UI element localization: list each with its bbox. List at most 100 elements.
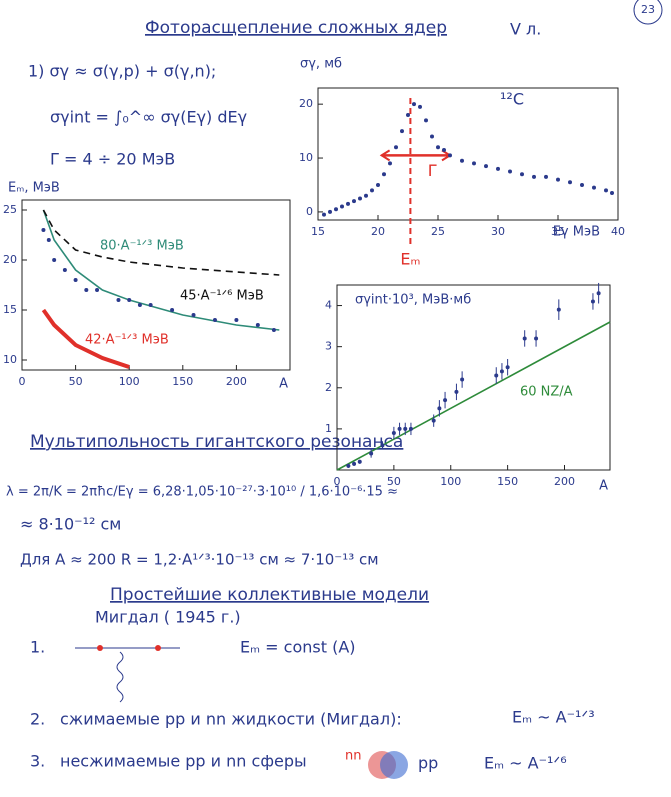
data-point — [484, 164, 488, 169]
page-number: 23 — [641, 3, 655, 16]
data-point — [580, 182, 584, 187]
data-point — [604, 188, 608, 193]
data-point — [391, 431, 396, 435]
page-circle — [633, 0, 663, 25]
data-point — [376, 182, 380, 187]
data-point — [127, 298, 132, 302]
data-point — [522, 336, 527, 341]
data-point — [137, 303, 142, 307]
data-point — [397, 426, 402, 431]
data-point — [403, 426, 408, 431]
curve-label: 45·A⁻¹ᐟ⁶ МэВ — [180, 289, 264, 304]
data-point — [412, 102, 416, 107]
formula: Eₘ ~ A⁻¹ᐟ³ — [512, 708, 595, 727]
x-tick-label: 30 — [491, 225, 505, 238]
data-point — [568, 180, 572, 185]
data-point — [322, 212, 326, 217]
formula: Eₘ ~ A⁻¹ᐟ⁶ — [484, 754, 567, 773]
y-tick-label: 10 — [299, 151, 313, 164]
x-tick-label: 20 — [371, 225, 385, 238]
data-point — [380, 443, 385, 448]
data-point — [556, 307, 561, 312]
data-point — [460, 158, 464, 163]
y-tick-label: 10 — [3, 353, 17, 366]
sphere — [380, 751, 408, 779]
data-point — [52, 258, 57, 262]
plot-frame — [317, 87, 619, 221]
data-point — [610, 191, 614, 196]
data-point — [556, 177, 560, 182]
item-text: сжимаемые pp и nn жидкости (Мигдал): — [60, 710, 402, 729]
data-point — [62, 268, 67, 272]
data-point — [400, 129, 404, 134]
title: Фоторасщепление сложных ядер — [145, 18, 447, 38]
data-point — [394, 145, 398, 150]
y-tick-label: 1 — [325, 422, 332, 435]
item-number: 3. — [30, 752, 45, 771]
y-tick-label: 3 — [325, 340, 332, 353]
y-tick-label: 2 — [325, 381, 332, 394]
x-tick-label: 0 — [19, 375, 26, 388]
x-axis-label: Eγ МэВ — [553, 225, 600, 240]
data-point — [437, 406, 442, 411]
data-point — [406, 112, 410, 117]
heading: Простейшие коллективные модели — [110, 585, 429, 605]
data-point — [494, 373, 499, 378]
y-tick-label: 20 — [299, 97, 313, 110]
y-tick-label: 25 — [3, 203, 17, 216]
data-point — [448, 153, 452, 158]
data-point — [590, 299, 595, 304]
x-tick-label: 35 — [551, 225, 565, 238]
data-point — [364, 193, 368, 198]
y-tick-label: 20 — [3, 253, 17, 266]
data-point — [358, 196, 362, 201]
curve — [41, 308, 130, 369]
y-tick-label: 15 — [3, 303, 17, 316]
data-point — [148, 303, 153, 307]
sphere-label: nn — [345, 749, 361, 764]
data-point — [352, 199, 356, 204]
data-point — [41, 228, 46, 232]
annotation: ¹²C — [500, 90, 524, 109]
x-tick-label: 15 — [311, 225, 325, 238]
data-point — [170, 308, 175, 312]
data-point — [532, 174, 536, 179]
data-point — [370, 188, 374, 193]
heading: Мультипольность гигантского резонанса — [30, 432, 403, 452]
formula: σγint = ∫₀^∞ σγ(Eγ) dEγ — [50, 108, 247, 127]
curve-label: 60 NZ/A — [520, 385, 573, 400]
data-point — [472, 161, 476, 166]
plot-frame — [21, 199, 291, 371]
x-tick-label: 40 — [611, 225, 625, 238]
formula: Γ = 4 ÷ 20 МэВ — [50, 150, 175, 169]
curve-label: 42·A⁻¹ᐟ³ МэВ — [85, 333, 169, 348]
width-label: Γ — [428, 161, 437, 180]
data-point — [328, 209, 332, 214]
x-tick-label: 200 — [226, 375, 247, 388]
formula: 1) σγ ≈ σ(γ,p) + σ(γ,n); — [28, 62, 216, 81]
model-sketch — [75, 645, 180, 703]
data-point — [369, 451, 374, 456]
formula: Eₘ = const (A) — [240, 638, 356, 657]
x-tick-label: 200 — [554, 475, 575, 488]
x-axis-label: A — [279, 377, 288, 392]
data-point — [596, 291, 601, 296]
data-point — [443, 398, 448, 403]
x-tick-label: 100 — [440, 475, 461, 488]
data-point — [346, 463, 351, 468]
data-point — [454, 389, 459, 394]
x-tick-label: 150 — [172, 375, 193, 388]
y-axis-label: σγ, мб — [300, 57, 342, 72]
y-tick-label: 4 — [325, 299, 332, 312]
x-tick-label: 150 — [497, 475, 518, 488]
data-point — [212, 318, 217, 322]
x-tick-label: 0 — [334, 475, 341, 488]
data-point — [424, 118, 428, 123]
item-text: несжимаемые pp и nn сферы — [60, 752, 307, 771]
x-tick-label: 50 — [387, 475, 401, 488]
item-number: 1. — [30, 638, 45, 657]
author: Мигдал ( 1945 г.) — [95, 608, 241, 627]
lecture: V л. — [510, 20, 541, 39]
formula: λ = 2π/K = 2πħc/Eγ = 6,28·1,05·10⁻²⁷·3·1… — [6, 485, 398, 500]
